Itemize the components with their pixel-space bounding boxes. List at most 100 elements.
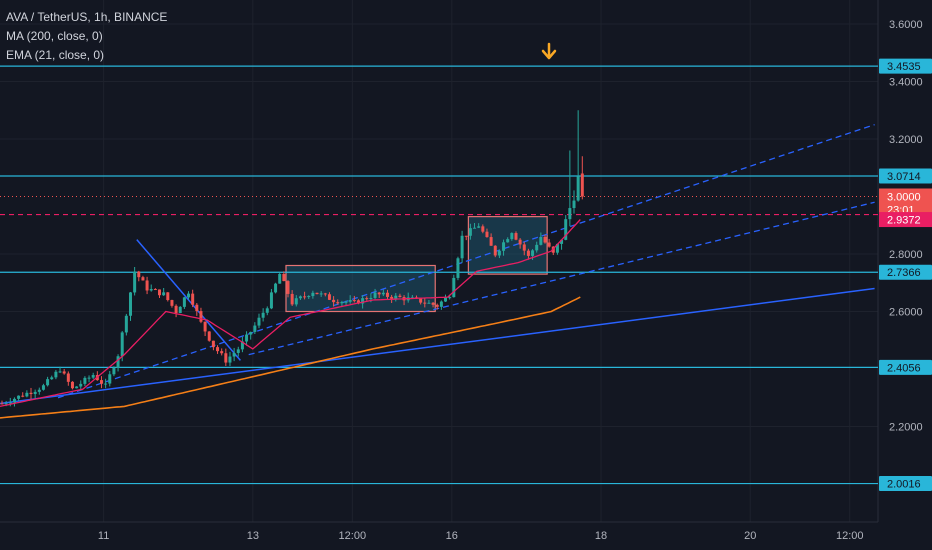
price-tick-label: 2.8000 [889, 249, 923, 261]
candle-body [502, 242, 506, 251]
candle-body [116, 356, 120, 368]
candle-body [191, 293, 195, 305]
level-price-tag: 2.0016 [887, 479, 921, 491]
candle-body [62, 371, 66, 374]
time-tick-label: 11 [98, 530, 109, 542]
candle-body [435, 304, 439, 307]
candle-body [564, 219, 568, 240]
candle-body [518, 239, 522, 245]
candle-body [319, 293, 323, 295]
candle-body [178, 306, 182, 314]
candle-body [423, 302, 427, 304]
candle-body [431, 302, 435, 305]
ema-indicator-label[interactable]: EMA (21, close, 0) [6, 48, 105, 62]
candle-body [514, 233, 518, 240]
candle-body [199, 311, 203, 322]
candle-body [340, 302, 344, 304]
candle-body [464, 235, 468, 237]
candle-body [315, 292, 319, 295]
candle-body [526, 250, 530, 256]
ma-indicator-label[interactable]: MA (200, close, 0) [6, 29, 103, 43]
candle-body [456, 258, 460, 278]
current-price-tag-bg [879, 188, 932, 217]
candle-body [576, 176, 580, 201]
time-tick-label: 13 [247, 530, 259, 542]
candle-body [133, 271, 137, 293]
time-tick-label: 12:00 [339, 530, 367, 542]
candle-body [377, 292, 381, 295]
candle-body [336, 302, 340, 304]
candle-body [12, 398, 16, 403]
candle-body [211, 340, 215, 348]
candle-body [162, 292, 166, 296]
candle-body [0, 403, 4, 405]
trendline-1 [136, 239, 241, 361]
candle-body [41, 385, 45, 390]
candle-body [547, 242, 551, 247]
candle-body [332, 299, 336, 303]
candle-body [104, 383, 108, 385]
candle-body [195, 304, 199, 312]
candle-body [356, 300, 360, 304]
candle-body [444, 297, 448, 302]
candle-body [220, 351, 224, 354]
candle-body [174, 305, 178, 314]
candle-body [452, 277, 456, 298]
candle-body [477, 226, 481, 228]
ema-price-label: 2.9372 [887, 215, 921, 227]
symbol-title: AVA / TetherUS, 1h, BINANCE [6, 10, 168, 24]
candle-body [120, 332, 124, 357]
candle-body [274, 283, 278, 293]
candles [0, 110, 584, 407]
candle-body [311, 292, 315, 297]
candle-body [385, 292, 389, 297]
candle-body [269, 292, 273, 309]
candle-body [282, 273, 286, 282]
candle-body [543, 236, 547, 243]
candle-body [307, 296, 311, 298]
candle-body [170, 300, 174, 306]
candle-body [290, 293, 294, 305]
candle-body [489, 237, 493, 246]
candle-body [4, 403, 8, 405]
candle-body [373, 292, 377, 298]
candle-body [555, 243, 559, 253]
candle-body [481, 226, 485, 232]
price-tick-label: 2.2000 [889, 422, 923, 434]
candle-body [493, 245, 497, 256]
candle-body [253, 325, 257, 332]
time-tick-label: 16 [446, 530, 458, 542]
candle-body [522, 244, 526, 251]
candle-body [153, 289, 157, 291]
candle-body [245, 334, 249, 342]
candle-body [394, 295, 398, 299]
level-price-tag: 3.4535 [887, 61, 921, 73]
candle-body [439, 301, 443, 307]
rectangle-drawing-1 [285, 264, 436, 313]
candle-body [124, 315, 128, 333]
candle-body [560, 239, 564, 244]
candle-body [216, 347, 220, 352]
candle-body [112, 367, 116, 375]
candle-body [294, 298, 298, 305]
arrow-head [541, 49, 557, 60]
price-tick-label: 3.2000 [889, 134, 923, 146]
candle-body [87, 377, 91, 379]
candle-body [327, 294, 331, 300]
candle-body [497, 250, 501, 256]
level-price-tag-bg [879, 58, 932, 74]
candle-body [158, 289, 162, 296]
candle-body [352, 300, 356, 302]
candle-body [323, 293, 327, 295]
candle-body [298, 296, 302, 299]
level-price-tag-bg [879, 264, 932, 280]
candle-body [207, 331, 211, 341]
candle-body [21, 395, 25, 397]
candle-body [257, 317, 261, 326]
candle-body [108, 374, 112, 384]
candle-body [448, 297, 452, 299]
candle-body [149, 289, 153, 291]
trendline-2 [0, 287, 875, 405]
